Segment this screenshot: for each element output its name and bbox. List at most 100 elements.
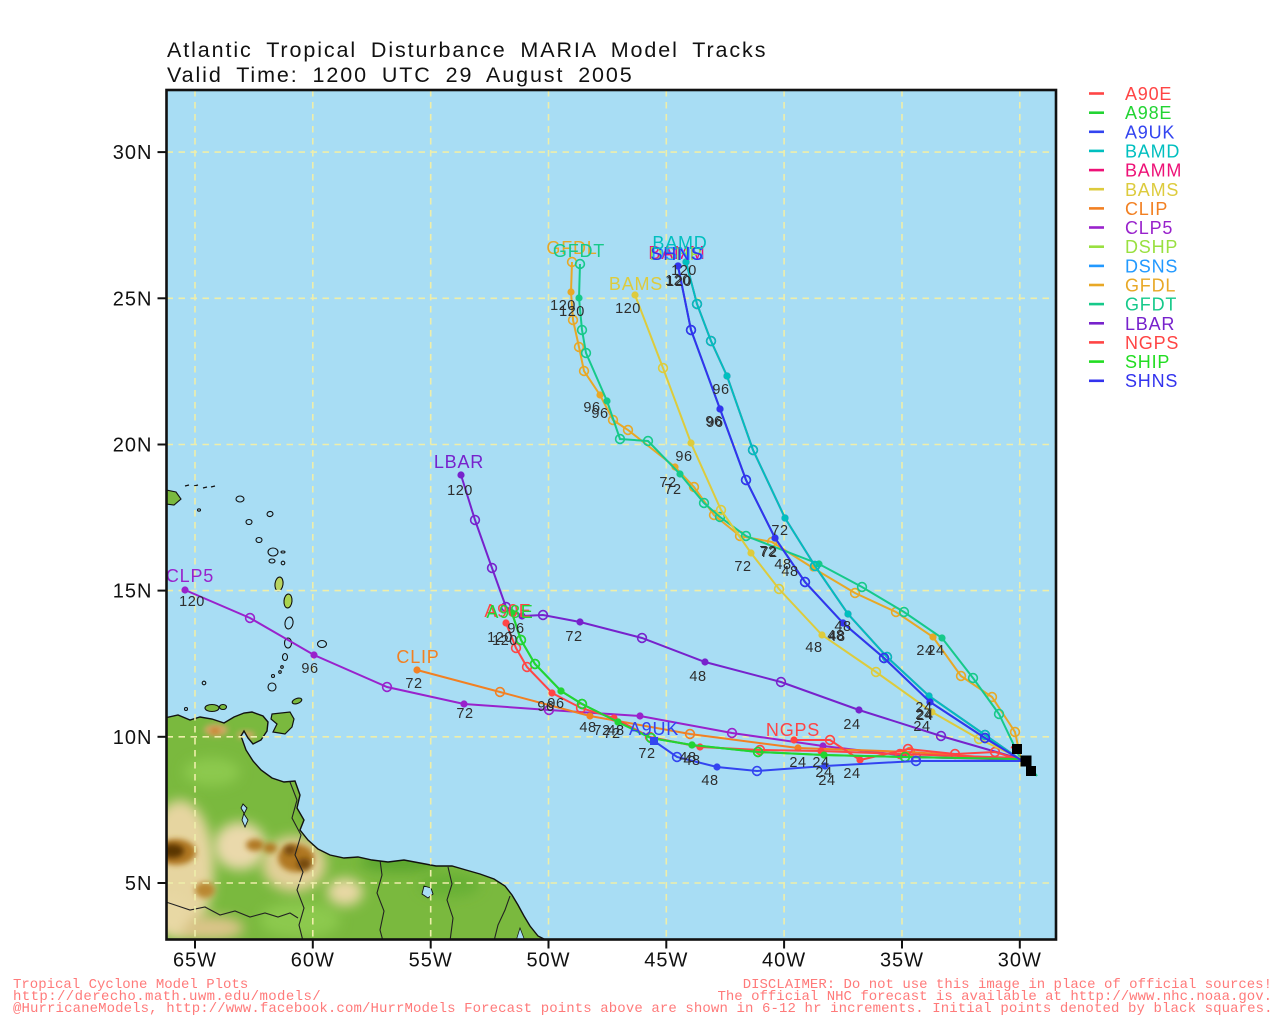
svg-text:120: 120	[487, 630, 513, 646]
svg-text:72: 72	[456, 706, 473, 722]
svg-text:GFDT: GFDT	[1125, 295, 1177, 315]
svg-text:120: 120	[666, 274, 692, 290]
svg-text:CLP5: CLP5	[166, 566, 214, 586]
svg-text:SHNS: SHNS	[650, 244, 703, 264]
svg-text:BAMS: BAMS	[609, 274, 663, 294]
svg-text:120: 120	[492, 633, 518, 649]
svg-text:72: 72	[565, 629, 582, 645]
svg-text:15N: 15N	[113, 581, 153, 603]
svg-text:55W: 55W	[409, 950, 453, 972]
svg-text:DSHP: DSHP	[1125, 237, 1178, 257]
svg-text:24: 24	[818, 773, 835, 789]
svg-text:48: 48	[607, 723, 624, 739]
svg-text:72: 72	[603, 726, 620, 742]
svg-text:SHNS: SHNS	[1125, 371, 1178, 391]
svg-text:20N: 20N	[113, 435, 153, 457]
svg-text:120: 120	[550, 298, 576, 314]
svg-text:120: 120	[615, 301, 641, 317]
svg-text:24: 24	[815, 765, 832, 781]
svg-text:72: 72	[759, 544, 776, 560]
svg-text:24: 24	[789, 755, 806, 771]
svg-text:24: 24	[843, 717, 860, 733]
svg-text:120: 120	[559, 304, 585, 320]
svg-text:45W: 45W	[644, 950, 688, 972]
svg-text:http://derecho.math.uwm.edu/mo: http://derecho.math.uwm.edu/models/	[13, 989, 321, 1005]
svg-text:GFDL: GFDL	[546, 238, 597, 258]
svg-text:72: 72	[760, 545, 777, 561]
svg-text:72: 72	[664, 482, 681, 498]
svg-text:96: 96	[301, 661, 318, 677]
svg-text:Atlantic Tropical Disturbance: Atlantic Tropical Disturbance MARIA Mode…	[167, 38, 767, 62]
svg-text:DSHP: DSHP	[649, 244, 702, 264]
svg-text:48: 48	[827, 628, 844, 644]
svg-text:48: 48	[805, 640, 822, 656]
svg-text:CLIP: CLIP	[396, 647, 439, 667]
svg-text:24: 24	[843, 766, 860, 782]
svg-text:A90E: A90E	[1125, 84, 1172, 104]
svg-text:@HurricaneModels, http://www.f: @HurricaneModels, http://www.facebook.co…	[13, 1001, 1273, 1017]
svg-text:96: 96	[712, 382, 729, 398]
svg-text:72: 72	[659, 475, 676, 491]
svg-text:24: 24	[915, 707, 932, 723]
svg-text:BAMS: BAMS	[1125, 180, 1179, 200]
svg-text:24: 24	[916, 643, 933, 659]
svg-text:A9UK: A9UK	[629, 719, 679, 739]
svg-text:SHIP: SHIP	[1125, 352, 1170, 372]
svg-text:NGPS: NGPS	[1125, 333, 1179, 353]
svg-text:30W: 30W	[998, 950, 1042, 972]
svg-text:CLP5: CLP5	[1125, 218, 1173, 238]
svg-text:Valid Time: 1200 UTC 29 August: Valid Time: 1200 UTC 29 August 2005	[167, 63, 634, 87]
svg-text:48: 48	[679, 750, 696, 766]
svg-text:96: 96	[547, 696, 564, 712]
svg-text:48: 48	[689, 669, 706, 685]
svg-text:A90E: A90E	[484, 601, 531, 621]
svg-text:GFDT: GFDT	[553, 241, 605, 261]
svg-text:48: 48	[579, 720, 596, 736]
svg-text:96: 96	[675, 449, 692, 465]
svg-text:96: 96	[706, 415, 723, 431]
svg-text:24: 24	[812, 755, 829, 771]
svg-text:BAMD: BAMD	[652, 233, 707, 253]
svg-text:BAMM: BAMM	[648, 243, 705, 263]
svg-text:72: 72	[734, 559, 751, 575]
svg-text:10N: 10N	[113, 727, 153, 749]
svg-text:96: 96	[591, 406, 608, 422]
svg-text:LBAR: LBAR	[1125, 314, 1175, 334]
svg-text:48: 48	[701, 773, 718, 789]
svg-text:DSNS: DSNS	[1125, 256, 1178, 276]
svg-text:96: 96	[583, 400, 600, 416]
svg-text:96: 96	[537, 699, 554, 715]
svg-text:DISCLAIMER: Do not use this im: DISCLAIMER: Do not use this image in pla…	[743, 977, 1272, 993]
svg-text:72: 72	[771, 523, 788, 539]
svg-text:30N: 30N	[113, 142, 153, 164]
svg-text:48: 48	[781, 564, 798, 580]
svg-text:CLIP: CLIP	[1125, 199, 1168, 219]
svg-text:48: 48	[774, 557, 791, 573]
svg-text:120: 120	[447, 483, 473, 499]
svg-text:24: 24	[916, 708, 933, 724]
svg-text:120: 120	[665, 273, 691, 289]
svg-text:60W: 60W	[291, 950, 335, 972]
svg-text:Tropical Cyclone Model Plots: Tropical Cyclone Model Plots	[13, 977, 248, 993]
svg-text:NGPS: NGPS	[766, 720, 820, 740]
svg-text:50W: 50W	[526, 950, 570, 972]
svg-text:65W: 65W	[173, 950, 217, 972]
svg-text:96: 96	[507, 621, 524, 637]
svg-text:48: 48	[683, 753, 700, 769]
svg-text:25N: 25N	[113, 288, 153, 310]
svg-text:DSNS: DSNS	[651, 244, 704, 264]
svg-text:BAMM: BAMM	[1125, 161, 1182, 181]
svg-text:A98E: A98E	[1125, 103, 1172, 123]
svg-text:A9UK: A9UK	[1125, 122, 1175, 142]
svg-text:120: 120	[671, 263, 697, 279]
svg-text:LBAR: LBAR	[434, 452, 484, 472]
svg-text:24: 24	[927, 643, 944, 659]
svg-text:72: 72	[405, 676, 422, 692]
svg-text:GFDL: GFDL	[1125, 276, 1176, 296]
svg-text:48: 48	[828, 629, 845, 645]
svg-text:The official NHC forecast is a: The official NHC forecast is available a…	[718, 989, 1273, 1005]
svg-text:72: 72	[593, 723, 610, 739]
svg-text:24: 24	[915, 700, 932, 716]
svg-text:BAMD: BAMD	[1125, 141, 1180, 161]
svg-text:5N: 5N	[125, 873, 153, 895]
